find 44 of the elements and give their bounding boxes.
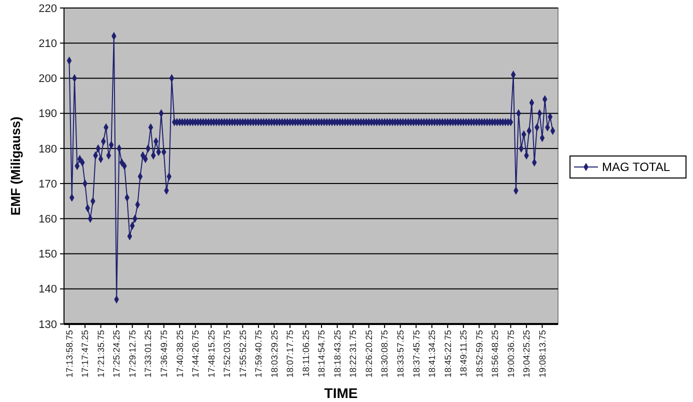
y-tick-label: 180 — [38, 143, 57, 156]
x-tick-label: 18:18:43.25 — [332, 330, 342, 378]
y-tick-label: 170 — [38, 178, 57, 190]
x-tick-label: 17:44:26.75 — [190, 330, 201, 378]
x-tick-label: 18:33:57.25 — [395, 330, 406, 378]
y-tick-label: 200 — [38, 73, 57, 86]
x-tick-label: 17:55:52.25 — [238, 330, 248, 378]
y-tick-label: 220 — [38, 2, 57, 15]
x-tick-label: 19:00:36.75 — [506, 330, 516, 378]
x-tick-label: 17:13:58.75 — [64, 330, 74, 378]
x-tick-label: 18:03:29.25 — [269, 330, 280, 378]
x-tick-label: 17:25:24.25 — [112, 330, 122, 378]
x-tick-label: 18:14:54.75 — [316, 330, 327, 378]
x-tick-label: 17:48:15.25 — [206, 330, 216, 378]
x-tick-label: 19:04:25.25 — [522, 330, 532, 378]
y-tick-label: 150 — [38, 248, 57, 261]
x-tick-label: 17:52:03.75 — [222, 330, 232, 378]
y-tick-label: 190 — [38, 108, 57, 120]
legend-label: MAG TOTAL — [602, 160, 670, 174]
x-tick-label: 18:37:45.75 — [411, 330, 422, 378]
x-tick-label: 18:41:34.25 — [427, 330, 438, 378]
x-tick-label: 17:17:47.25 — [80, 330, 90, 378]
x-tick-label: 18:26:20.25 — [364, 330, 374, 378]
x-tick-label: 18:22:31.75 — [348, 330, 358, 378]
x-tick-label: 18:07:17.75 — [285, 330, 296, 378]
x-tick-label: 18:49:11.25 — [458, 330, 469, 377]
x-tick-label: 18:56:48.25 — [490, 330, 500, 378]
y-tick-label: 130 — [38, 318, 57, 331]
x-tick-label: 17:59:40.75 — [254, 330, 264, 378]
x-tick-label: 18:30:08.75 — [380, 330, 390, 378]
y-axis-title: EMF (Miligauss) — [8, 116, 23, 216]
y-tick-label: 160 — [38, 214, 57, 226]
x-tick-label: 18:52:59.75 — [474, 330, 484, 378]
y-tick-label: 210 — [38, 38, 57, 50]
x-tick-label: 17:29:12.75 — [127, 330, 138, 378]
x-tick-label: 17:21:35.75 — [96, 330, 106, 378]
y-tick-label: 140 — [38, 284, 57, 296]
x-tick-label: 19:08:13.75 — [537, 330, 548, 378]
x-axis-title: TIME — [324, 385, 358, 401]
x-tick-label: 18:11:06.25 — [300, 330, 311, 377]
x-tick-label: 18:45:22.75 — [442, 330, 453, 378]
x-tick-label: 17:40:38.25 — [174, 330, 185, 378]
x-tick-label: 17:33:01.25 — [143, 330, 154, 378]
x-tick-label: 17:36:49.75 — [159, 330, 169, 378]
